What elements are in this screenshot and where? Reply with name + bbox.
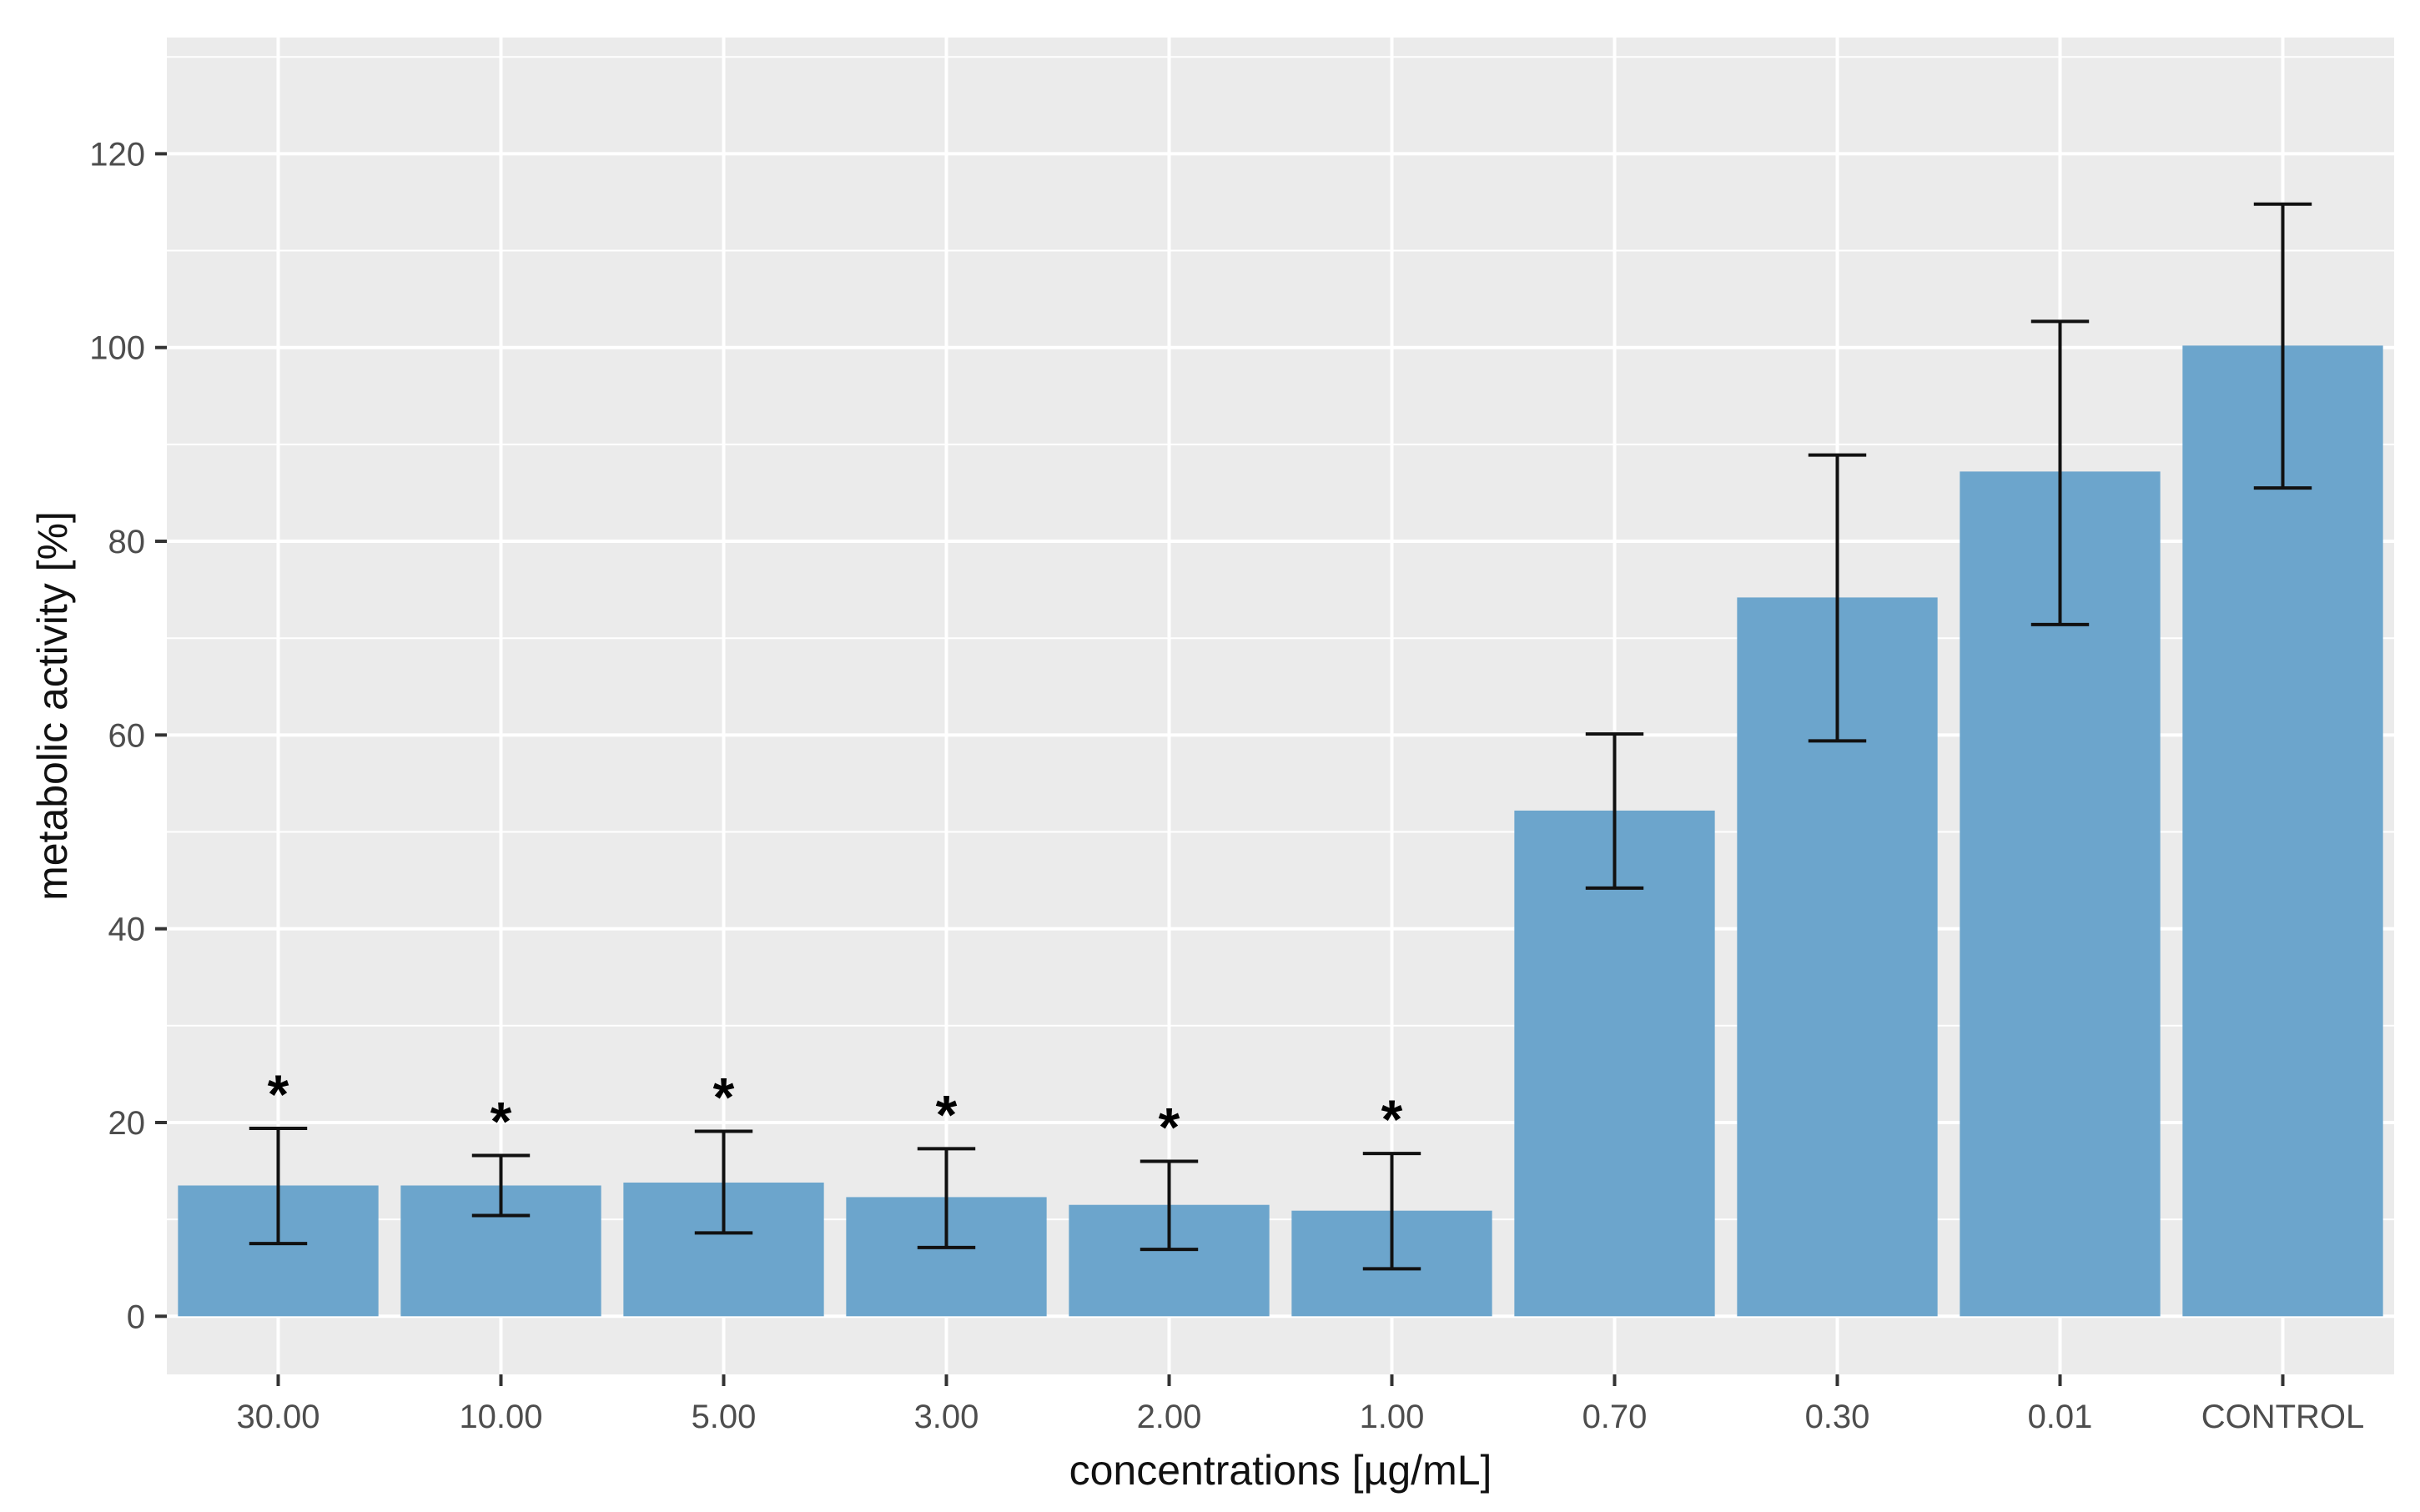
x-tick-label: 5.00 xyxy=(692,1399,757,1435)
x-axis-title: concentrations [µg/mL] xyxy=(1069,1447,1492,1494)
significance-asterisk: * xyxy=(491,1090,512,1152)
error-bar xyxy=(2030,319,2090,626)
y-tick-label: 60 xyxy=(108,717,146,754)
error-bar xyxy=(471,1153,531,1218)
y-tick-label: 0 xyxy=(127,1299,145,1335)
x-axis: 30.00 10.00 5.00 3.00 2.00 1.00 0.70 0.30 0.01 CO… xyxy=(236,1374,2364,1435)
error-bar xyxy=(1808,453,1867,743)
error-bars xyxy=(249,202,2312,1271)
bar-control xyxy=(2182,345,2383,1317)
y-tick-label: 80 xyxy=(108,524,146,560)
x-tick-label: 0.30 xyxy=(1805,1399,1870,1435)
significance-asterisk: * xyxy=(1381,1088,1403,1150)
x-tick-label: 3.00 xyxy=(914,1399,979,1435)
error-bar xyxy=(694,1129,753,1235)
significance-markers: * * * * * * xyxy=(268,1063,1403,1158)
x-tick-label: 0.01 xyxy=(2028,1399,2093,1435)
error-bar xyxy=(1585,732,1644,890)
x-tick-label: 1.00 xyxy=(1360,1399,1425,1435)
x-tick-label: CONTROL xyxy=(2201,1399,2365,1435)
y-tick-label: 120 xyxy=(89,136,145,173)
x-tick-label: 2.00 xyxy=(1137,1399,1202,1435)
significance-asterisk: * xyxy=(1159,1096,1180,1158)
error-bar xyxy=(2253,202,2312,490)
y-tick-label: 20 xyxy=(108,1105,146,1142)
x-tick-label: 10.00 xyxy=(459,1399,542,1435)
error-bar xyxy=(1362,1152,1421,1271)
x-tick-label: 30.00 xyxy=(236,1399,319,1435)
error-bar xyxy=(1140,1159,1199,1252)
significance-asterisk: * xyxy=(268,1063,289,1125)
error-bar xyxy=(917,1147,976,1249)
y-axis: 0 20 40 60 80 100 120 xyxy=(89,136,167,1335)
x-tick-label: 0.70 xyxy=(1582,1399,1648,1435)
bar-0-70 xyxy=(1514,810,1715,1317)
y-tick-label: 100 xyxy=(89,330,145,367)
y-axis-title: metabolic activity [%] xyxy=(29,511,76,901)
significance-asterisk: * xyxy=(936,1083,958,1145)
significance-asterisk: * xyxy=(713,1066,735,1128)
y-tick-label: 40 xyxy=(108,912,146,948)
error-bar xyxy=(249,1126,308,1246)
